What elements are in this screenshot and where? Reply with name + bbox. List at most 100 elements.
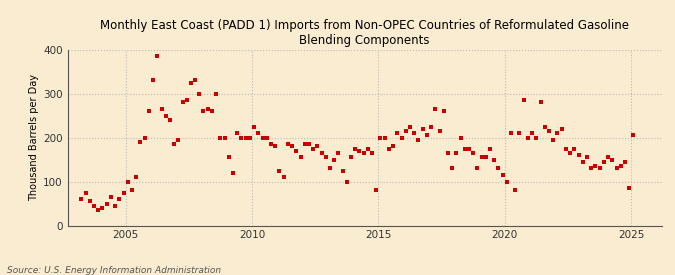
Point xyxy=(371,188,382,192)
Point xyxy=(552,131,563,135)
Point xyxy=(624,186,634,190)
Point xyxy=(464,146,475,151)
Point xyxy=(628,133,639,138)
Point xyxy=(105,195,116,199)
Point xyxy=(522,135,533,140)
Point xyxy=(97,206,108,210)
Point xyxy=(430,107,441,111)
Point xyxy=(304,142,315,146)
Point xyxy=(526,131,537,135)
Point xyxy=(506,131,516,135)
Point xyxy=(232,131,243,135)
Point xyxy=(413,138,424,142)
Point xyxy=(101,201,112,206)
Point xyxy=(577,160,588,164)
Point xyxy=(93,208,104,212)
Point xyxy=(531,135,542,140)
Point xyxy=(425,124,436,129)
Point xyxy=(177,100,188,104)
Point xyxy=(190,78,200,82)
Point xyxy=(346,155,356,160)
Point xyxy=(392,131,403,135)
Point xyxy=(548,138,559,142)
Point xyxy=(308,146,319,151)
Point xyxy=(358,151,369,155)
Point xyxy=(152,54,163,58)
Point xyxy=(375,135,386,140)
Point xyxy=(603,155,614,160)
Point xyxy=(489,157,500,162)
Point xyxy=(227,170,238,175)
Point xyxy=(502,179,512,184)
Point xyxy=(337,168,348,173)
Point xyxy=(514,131,525,135)
Point xyxy=(615,164,626,168)
Point xyxy=(156,107,167,111)
Point xyxy=(350,146,360,151)
Point xyxy=(274,168,285,173)
Point xyxy=(215,135,226,140)
Point xyxy=(354,148,365,153)
Point xyxy=(387,144,398,148)
Point xyxy=(265,142,276,146)
Point xyxy=(126,188,137,192)
Point xyxy=(160,113,171,118)
Point xyxy=(493,166,504,170)
Point xyxy=(481,155,491,160)
Point xyxy=(417,126,428,131)
Point xyxy=(186,80,196,85)
Point xyxy=(543,129,554,133)
Point xyxy=(383,146,394,151)
Point xyxy=(219,135,230,140)
Point xyxy=(80,190,91,195)
Point xyxy=(131,175,142,179)
Point xyxy=(333,151,344,155)
Point xyxy=(564,151,575,155)
Point xyxy=(202,107,213,111)
Point xyxy=(590,164,601,168)
Point xyxy=(291,148,302,153)
Point xyxy=(325,166,335,170)
Point xyxy=(278,175,289,179)
Point xyxy=(582,155,593,160)
Point xyxy=(270,144,281,148)
Point xyxy=(139,135,150,140)
Point xyxy=(329,157,340,162)
Point xyxy=(518,98,529,102)
Point xyxy=(539,124,550,129)
Point xyxy=(240,135,251,140)
Point xyxy=(244,135,255,140)
Point xyxy=(321,155,331,160)
Point xyxy=(76,197,87,201)
Point xyxy=(421,133,432,138)
Point xyxy=(451,151,462,155)
Title: Monthly East Coast (PADD 1) Imports from Non-OPEC Countries of Reformulated Gaso: Monthly East Coast (PADD 1) Imports from… xyxy=(100,19,629,47)
Point xyxy=(207,109,217,113)
Point xyxy=(472,166,483,170)
Point xyxy=(560,146,571,151)
Point xyxy=(607,157,618,162)
Point xyxy=(476,155,487,160)
Point xyxy=(312,144,323,148)
Point xyxy=(379,135,390,140)
Point xyxy=(114,197,125,201)
Point xyxy=(569,146,580,151)
Point xyxy=(460,146,470,151)
Point xyxy=(144,109,155,113)
Point xyxy=(535,100,546,104)
Point xyxy=(261,135,272,140)
Point xyxy=(283,142,294,146)
Point xyxy=(455,135,466,140)
Point xyxy=(342,179,352,184)
Point xyxy=(409,131,420,135)
Y-axis label: Thousand Barrels per Day: Thousand Barrels per Day xyxy=(29,74,39,201)
Point xyxy=(438,109,449,113)
Point xyxy=(236,135,247,140)
Point xyxy=(198,109,209,113)
Text: Source: U.S. Energy Information Administration: Source: U.S. Energy Information Administ… xyxy=(7,266,221,275)
Point xyxy=(434,129,445,133)
Point xyxy=(248,124,259,129)
Point xyxy=(299,142,310,146)
Point xyxy=(556,126,567,131)
Point xyxy=(173,138,184,142)
